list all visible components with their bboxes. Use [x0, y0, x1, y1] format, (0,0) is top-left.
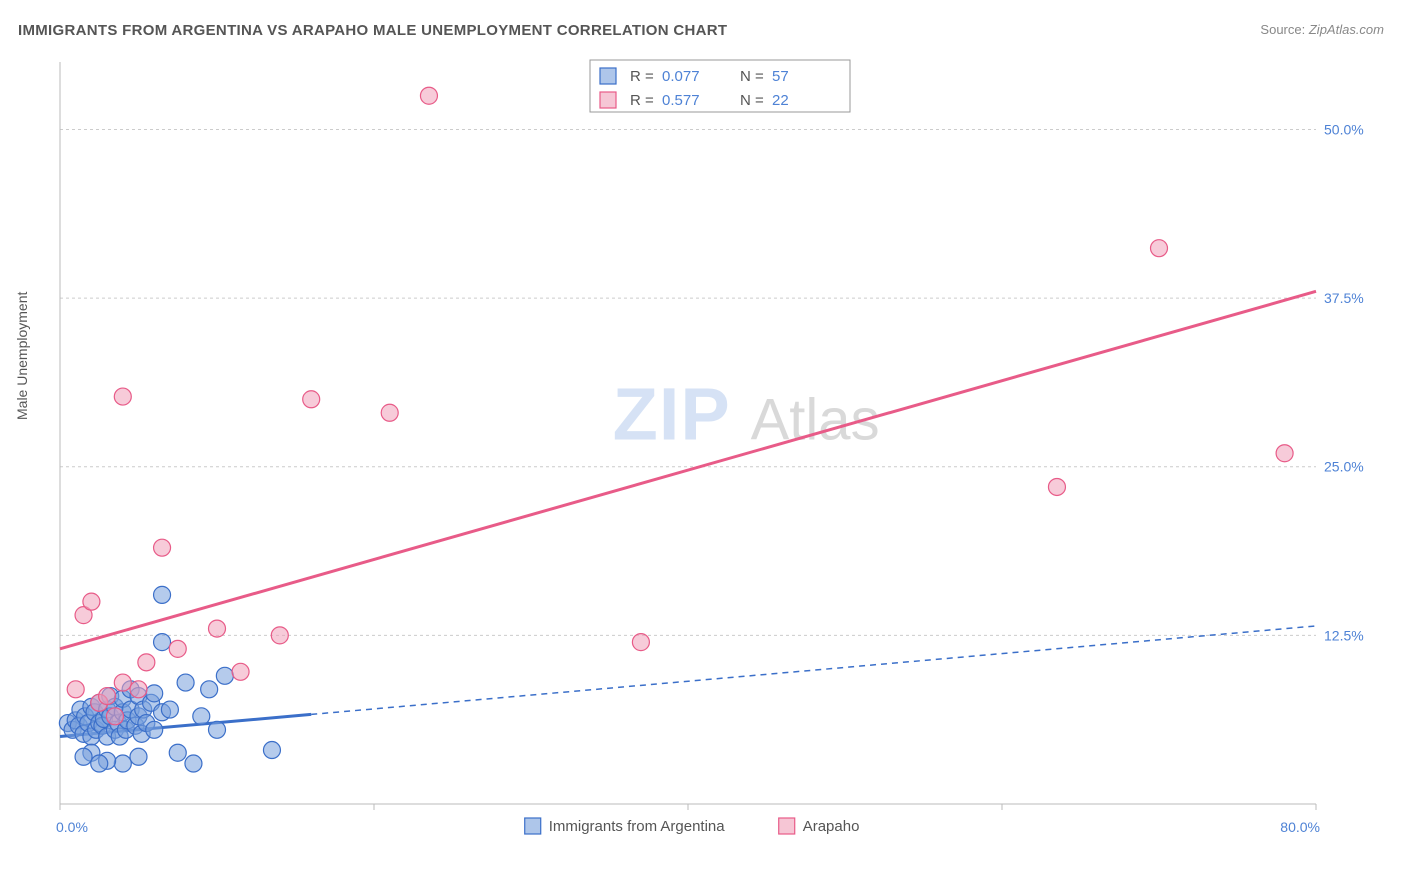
data-point-arapaho	[632, 634, 649, 651]
y-tick-label: 12.5%	[1324, 627, 1364, 643]
legend-swatch	[600, 92, 616, 108]
data-point-argentina	[91, 755, 108, 772]
legend-r-label: R =	[630, 92, 654, 109]
y-axis-label: Male Unemployment	[14, 292, 30, 420]
plot-area: 12.5% 25.0% 37.5% 50.0% ZIPAtlas 0.0% 80.0% R =…	[50, 56, 1386, 844]
series-legend: Immigrants from Argentina Arapaho	[525, 818, 860, 835]
data-point-argentina	[201, 681, 218, 698]
data-point-argentina	[130, 748, 147, 765]
trend-line-arapaho	[60, 291, 1316, 649]
data-point-arapaho	[303, 391, 320, 408]
source-link[interactable]: ZipAtlas.com	[1309, 22, 1384, 37]
data-point-argentina	[193, 708, 210, 725]
legend-r-value: 0.077	[662, 68, 700, 85]
trend-line-argentina-dashed	[311, 626, 1316, 715]
legend-n-label: N =	[740, 92, 764, 109]
correlation-legend: R = 0.077 N = 57 R = 0.577 N = 22	[590, 60, 850, 112]
data-point-arapaho	[1151, 240, 1168, 257]
data-point-arapaho	[271, 627, 288, 644]
y-tick-label: 37.5%	[1324, 290, 1364, 306]
data-point-arapaho	[209, 620, 226, 637]
data-point-argentina	[263, 742, 280, 759]
legend-n-label: N =	[740, 68, 764, 85]
data-point-argentina	[146, 721, 163, 738]
data-point-arapaho	[130, 681, 147, 698]
data-point-arapaho	[1048, 478, 1065, 495]
data-point-arapaho	[381, 404, 398, 421]
legend-series-label: Arapaho	[803, 818, 860, 835]
chart-title: IMMIGRANTS FROM ARGENTINA VS ARAPAHO MAL…	[18, 22, 727, 39]
data-point-arapaho	[154, 539, 171, 556]
data-point-argentina	[75, 748, 92, 765]
legend-swatch	[779, 818, 795, 834]
scatter-chart: 12.5% 25.0% 37.5% 50.0% ZIPAtlas 0.0% 80.0% R =…	[50, 56, 1386, 844]
x-tick-label: 0.0%	[56, 819, 88, 835]
data-point-argentina	[177, 674, 194, 691]
legend-swatch	[525, 818, 541, 834]
legend-swatch	[600, 68, 616, 84]
data-point-argentina	[185, 755, 202, 772]
data-point-arapaho	[106, 708, 123, 725]
x-tick-label: 80.0%	[1280, 819, 1320, 835]
data-point-arapaho	[420, 87, 437, 104]
watermark: ZIPAtlas	[613, 373, 880, 456]
data-point-arapaho	[114, 388, 131, 405]
legend-series-label: Immigrants from Argentina	[549, 818, 726, 835]
data-point-arapaho	[83, 593, 100, 610]
data-point-arapaho	[169, 640, 186, 657]
data-point-argentina	[216, 667, 233, 684]
data-point-arapaho	[67, 681, 84, 698]
y-tick-label: 50.0%	[1324, 121, 1364, 137]
data-point-arapaho	[99, 688, 116, 705]
watermark-zip: ZIP	[613, 373, 731, 456]
y-tick-label: 25.0%	[1324, 459, 1364, 475]
source-label: Source:	[1260, 22, 1305, 37]
data-point-argentina	[209, 721, 226, 738]
data-point-argentina	[154, 586, 171, 603]
legend-r-label: R =	[630, 68, 654, 85]
legend-n-value: 57	[772, 68, 789, 85]
data-point-arapaho	[1276, 445, 1293, 462]
legend-n-value: 22	[772, 92, 789, 109]
data-point-argentina	[146, 685, 163, 702]
data-point-argentina	[114, 755, 131, 772]
data-point-arapaho	[232, 663, 249, 680]
data-point-argentina	[154, 634, 171, 651]
data-point-arapaho	[114, 674, 131, 691]
legend-r-value: 0.577	[662, 92, 700, 109]
data-point-argentina	[169, 744, 186, 761]
data-point-argentina	[161, 701, 178, 718]
source-attribution: Source: ZipAtlas.com	[1260, 22, 1384, 37]
data-point-arapaho	[138, 654, 155, 671]
